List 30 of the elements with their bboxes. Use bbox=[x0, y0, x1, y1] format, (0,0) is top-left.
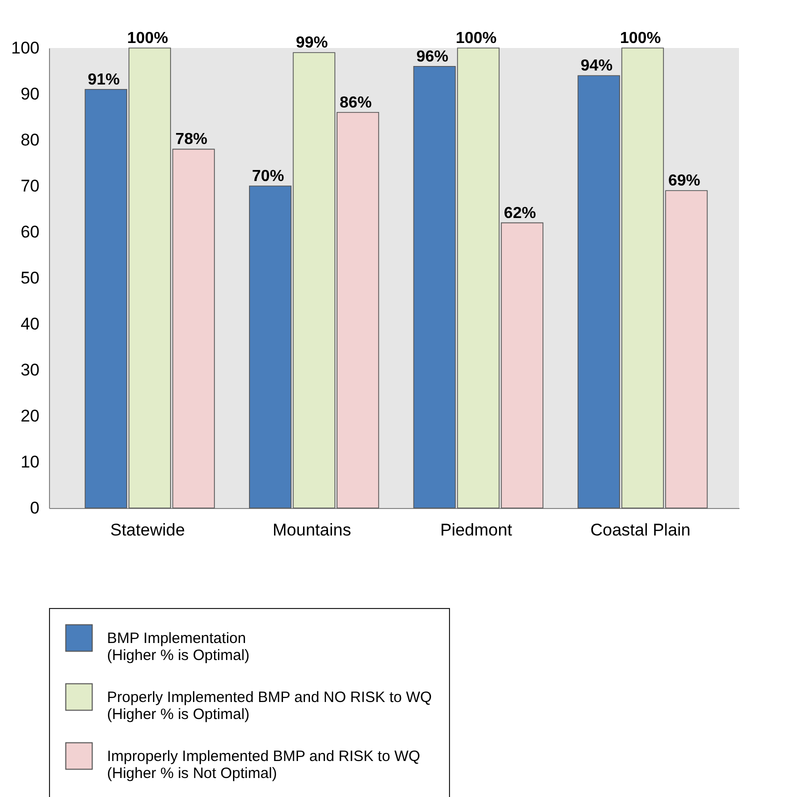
x-tick-label: Statewide bbox=[110, 520, 185, 540]
y-tick-label: 80 bbox=[20, 130, 40, 150]
legend-label: Properly Implemented BMP and NO RISK to WQ (Higher % is Optimal) bbox=[107, 689, 432, 723]
data-label: 78% bbox=[175, 131, 208, 148]
y-tick-label: 90 bbox=[20, 84, 40, 104]
legend-label: Improperly Implemented BMP and RISK to WQ (Higher % is Not Optimal) bbox=[107, 748, 420, 782]
data-label: 70% bbox=[252, 168, 284, 185]
y-tick-label: 20 bbox=[20, 406, 40, 426]
y-tick-label: 10 bbox=[20, 452, 40, 472]
x-tick-label: Mountains bbox=[272, 520, 352, 540]
data-label: 94% bbox=[580, 58, 613, 75]
data-label: 99% bbox=[296, 34, 328, 52]
y-tick-label: 60 bbox=[20, 222, 40, 242]
data-label: 100% bbox=[456, 30, 497, 47]
y-tick-label: 0 bbox=[30, 498, 40, 518]
data-label: 91% bbox=[88, 71, 120, 88]
y-tick-label: 50 bbox=[20, 268, 40, 288]
data-label: 100% bbox=[127, 30, 168, 47]
data-label: 69% bbox=[668, 172, 700, 190]
data-label: 100% bbox=[620, 30, 661, 47]
data-label: 86% bbox=[340, 94, 372, 112]
data-label: 62% bbox=[504, 204, 536, 222]
y-tick-label: 70 bbox=[20, 176, 40, 196]
x-tick-label: Piedmont bbox=[440, 520, 512, 540]
data-label: 96% bbox=[416, 48, 448, 66]
x-tick-label: Coastal Plain bbox=[590, 520, 691, 540]
y-tick-label: 100 bbox=[11, 38, 40, 58]
y-tick-label: 40 bbox=[20, 314, 40, 334]
y-tick-label: 30 bbox=[20, 360, 40, 380]
legend-label: BMP Implementation (Higher % is Optimal) bbox=[107, 630, 250, 664]
